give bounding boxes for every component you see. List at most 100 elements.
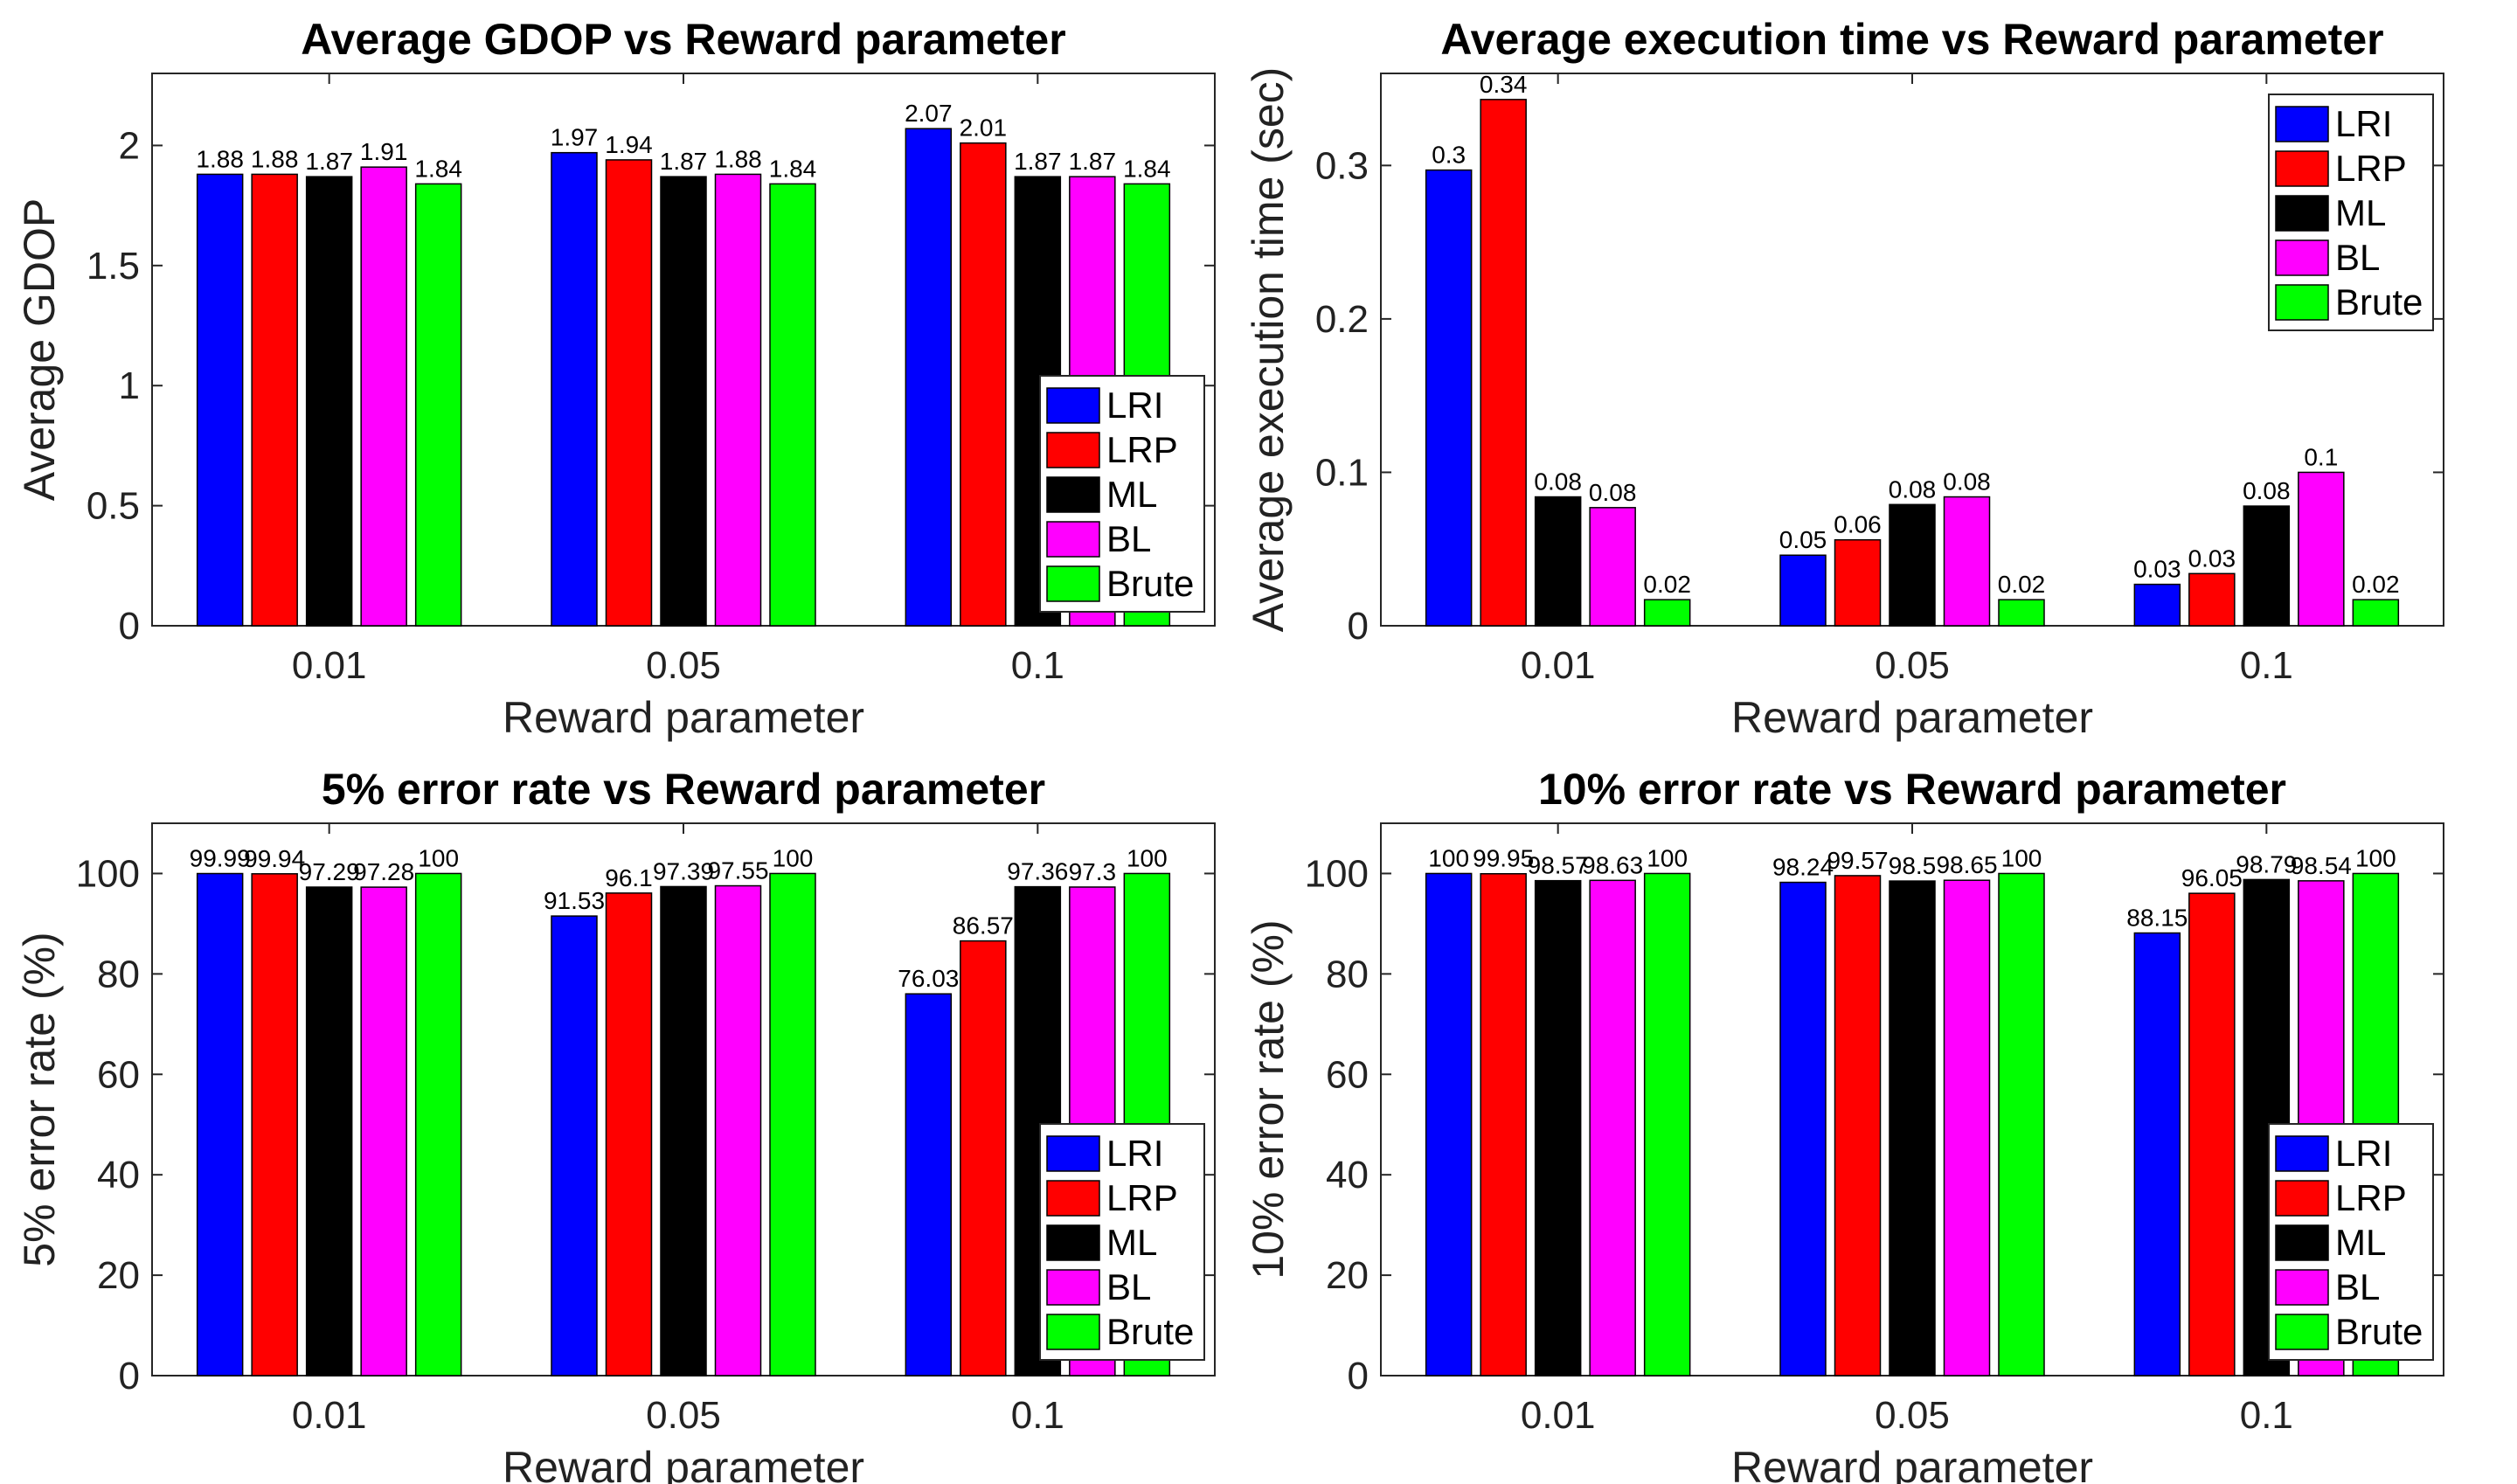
bar-bl <box>1589 879 1636 1377</box>
bar-ml <box>2243 505 2291 627</box>
bar-ml <box>305 176 353 627</box>
bar-bl <box>714 884 762 1377</box>
data-label: 96.05 <box>2181 864 2243 891</box>
data-label: 1.88 <box>196 145 244 172</box>
x-tick-label: 0.05 <box>1875 1394 1950 1437</box>
data-label: 97.36 <box>1007 858 1068 885</box>
legend-label-bl: BL <box>2335 237 2380 278</box>
legend-swatch-bl <box>1046 521 1100 558</box>
bar-bl <box>714 173 762 627</box>
data-label: 1.84 <box>1123 155 1171 182</box>
bar-brute <box>2352 599 2400 627</box>
x-axis-label: Reward parameter <box>1731 693 2093 742</box>
legend-label-lri: LRI <box>1106 1133 1163 1174</box>
data-label: 99.57 <box>1827 847 1888 874</box>
x-tick-label: 0.05 <box>1875 644 1950 687</box>
bar-lrp <box>1834 875 1882 1377</box>
bar-lri <box>2133 932 2181 1377</box>
data-label: 1.91 <box>360 138 408 165</box>
data-label: 0.08 <box>1589 479 1637 506</box>
legend-swatch-brute <box>2275 284 2329 321</box>
legend-swatch-brute <box>2275 1314 2329 1350</box>
bar-lri <box>905 993 953 1377</box>
chart-title: Average execution time vs Reward paramet… <box>1440 15 2383 64</box>
bar-brute <box>414 183 462 627</box>
x-tick-label: 0.05 <box>646 1394 721 1437</box>
data-label: 0.08 <box>1943 468 1991 496</box>
legend-label-brute: Brute <box>2335 281 2423 322</box>
bar-brute <box>769 183 816 627</box>
data-label: 1.87 <box>1014 148 1062 175</box>
legend-swatch-lrp <box>2275 150 2329 187</box>
five-percent-error-chart: 0204060801000.0199.9999.9497.2997.281000… <box>15 765 1216 1484</box>
data-label: 1.87 <box>1069 148 1117 175</box>
data-label: 99.95 <box>1473 845 1534 872</box>
bar-lrp <box>2188 892 2236 1377</box>
bar-lrp <box>960 142 1007 627</box>
data-label: 98.79 <box>2236 850 2297 877</box>
data-label: 91.53 <box>544 887 605 914</box>
data-label: 98.54 <box>2291 852 2352 879</box>
legend-label-ml: ML <box>2335 192 2386 233</box>
data-label: 98.63 <box>1582 851 1643 878</box>
y-tick-label: 100 <box>76 852 140 895</box>
data-label: 1.88 <box>714 145 762 172</box>
y-tick-label: 80 <box>1326 953 1369 995</box>
legend-label-ml: ML <box>1106 474 1157 515</box>
gdop-chart: 00.511.520.011.88 1.88 1.87 1.911.840.051.9… <box>15 15 1216 742</box>
bar-lri <box>551 151 598 627</box>
bar-lrp <box>960 940 1007 1377</box>
bar-lrp <box>2188 572 2236 627</box>
legend-swatch-ml <box>2275 1224 2329 1261</box>
data-label: 98.5 <box>1889 852 1937 879</box>
y-tick-label: 0 <box>1348 1355 1369 1397</box>
bar-bl <box>1589 507 1636 627</box>
y-tick-label: 0 <box>119 1355 140 1397</box>
data-label: 1.84 <box>414 155 462 182</box>
legend-swatch-bl <box>2275 1269 2329 1306</box>
data-label: 97.29 <box>299 858 360 885</box>
bar-ml <box>1889 503 1936 627</box>
data-label: 0.08 <box>1889 475 1937 503</box>
bar-lrp <box>1480 872 1527 1377</box>
data-label: 100 <box>418 844 459 871</box>
legend-label-ml: ML <box>2335 1222 2386 1263</box>
data-label: 100 <box>1127 844 1168 871</box>
data-label: 0.08 <box>2243 477 2291 504</box>
data-label: 0.02 <box>2352 571 2400 598</box>
data-label: 0.03 <box>2133 556 2181 583</box>
data-label: 76.03 <box>898 965 959 992</box>
bar-lri <box>196 173 244 627</box>
data-label: 100 <box>1428 844 1469 871</box>
x-tick-label: 0.01 <box>1521 644 1596 687</box>
chart-title: Average GDOP vs Reward parameter <box>301 15 1065 64</box>
y-tick-label: 60 <box>1326 1053 1369 1096</box>
bar-brute <box>1643 872 1691 1377</box>
x-tick-label: 0.1 <box>1011 1394 1064 1437</box>
data-label: 99.94 <box>244 845 305 872</box>
legend-swatch-bl <box>1046 1269 1100 1306</box>
bar-lri <box>1425 169 1473 627</box>
x-tick-label: 0.01 <box>292 644 367 687</box>
legend-swatch-brute <box>1046 565 1100 602</box>
bar-lrp <box>605 892 653 1377</box>
data-label: 97.39 <box>653 857 714 884</box>
chart-title: 5% error rate vs Reward parameter <box>322 765 1045 814</box>
data-label: 0.08 <box>1534 468 1582 496</box>
x-tick-label: 0.01 <box>292 1394 367 1437</box>
legend-swatch-ml <box>2275 195 2329 232</box>
x-tick-label: 0.01 <box>1521 1394 1596 1437</box>
data-label: 98.24 <box>1772 854 1834 881</box>
bar-ml <box>305 886 353 1377</box>
legend-label-lrp: LRP <box>2335 148 2407 189</box>
legend-label-lrp: LRP <box>1106 1177 1178 1218</box>
data-label: 0.1 <box>2304 443 2338 470</box>
y-tick-label: 100 <box>1305 852 1369 895</box>
bar-lri <box>196 872 244 1377</box>
bar-lrp <box>251 173 298 627</box>
y-tick-label: 2 <box>119 124 140 167</box>
bar-lrp <box>1480 99 1527 627</box>
x-tick-label: 0.05 <box>646 644 721 687</box>
bar-lrp <box>251 873 298 1377</box>
x-axis-label: Reward parameter <box>503 693 864 742</box>
